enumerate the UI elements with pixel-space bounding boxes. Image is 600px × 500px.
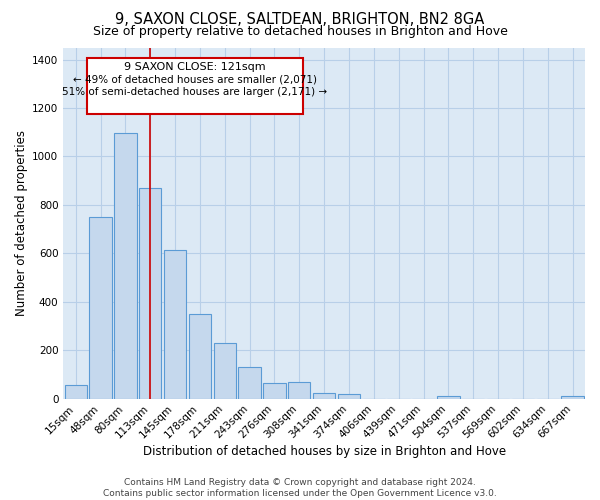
Bar: [139, 188, 161, 398]
Text: Size of property relative to detached houses in Brighton and Hove: Size of property relative to detached ho…: [92, 25, 508, 38]
Bar: [214, 344, 236, 398]
Bar: [288, 382, 310, 398]
Bar: [338, 394, 360, 398]
FancyBboxPatch shape: [87, 58, 303, 114]
Text: 51% of semi-detached houses are larger (2,171) →: 51% of semi-detached houses are larger (…: [62, 87, 328, 97]
Text: ← 49% of detached houses are smaller (2,071): ← 49% of detached houses are smaller (2,…: [73, 75, 317, 85]
Bar: [562, 396, 584, 398]
Bar: [263, 383, 286, 398]
Bar: [238, 366, 261, 398]
Bar: [89, 217, 112, 398]
Y-axis label: Number of detached properties: Number of detached properties: [15, 130, 28, 316]
Bar: [189, 314, 211, 398]
X-axis label: Distribution of detached houses by size in Brighton and Hove: Distribution of detached houses by size …: [143, 444, 506, 458]
Text: 9 SAXON CLOSE: 121sqm: 9 SAXON CLOSE: 121sqm: [124, 62, 266, 72]
Text: 9, SAXON CLOSE, SALTDEAN, BRIGHTON, BN2 8GA: 9, SAXON CLOSE, SALTDEAN, BRIGHTON, BN2 …: [115, 12, 485, 28]
Bar: [313, 392, 335, 398]
Bar: [164, 250, 186, 398]
Text: Contains HM Land Registry data © Crown copyright and database right 2024.
Contai: Contains HM Land Registry data © Crown c…: [103, 478, 497, 498]
Bar: [437, 396, 460, 398]
Bar: [65, 386, 87, 398]
Bar: [114, 134, 137, 398]
